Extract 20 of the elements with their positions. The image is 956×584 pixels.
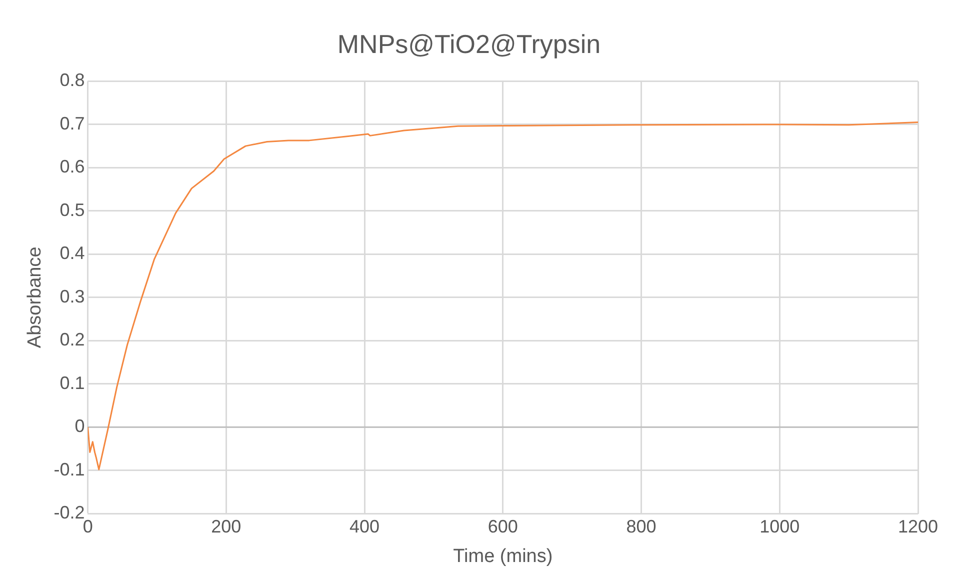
x-tick-label: 1000 [760,516,800,536]
y-tick-label: -0.1 [54,459,85,480]
y-axis-title: Absorbance [24,246,46,348]
y-tick-label: 0.8 [60,70,85,90]
y-tick-label: 0.2 [60,330,85,350]
y-tick-label: 0.3 [60,286,85,306]
chart-title: MNPs@TiO2@Trypsin [337,28,601,59]
y-tick-label: 0.1 [60,372,85,393]
y-tick-label: 0 [74,416,85,436]
y-tick-label: 0.5 [60,200,85,220]
x-tick-label: 600 [488,516,518,536]
x-tick-label: 800 [626,516,656,536]
y-tick-label: 0.7 [60,113,85,134]
x-tick-label: 200 [211,516,242,536]
x-tick-label: 1200 [898,516,938,536]
y-tick-label: 0.6 [60,156,85,177]
y-tick-label: 0.4 [60,243,85,264]
x-tick-label: 400 [350,516,380,536]
x-axis-title: Time (mins) [453,546,553,567]
y-tick-label: -0.2 [54,502,85,523]
